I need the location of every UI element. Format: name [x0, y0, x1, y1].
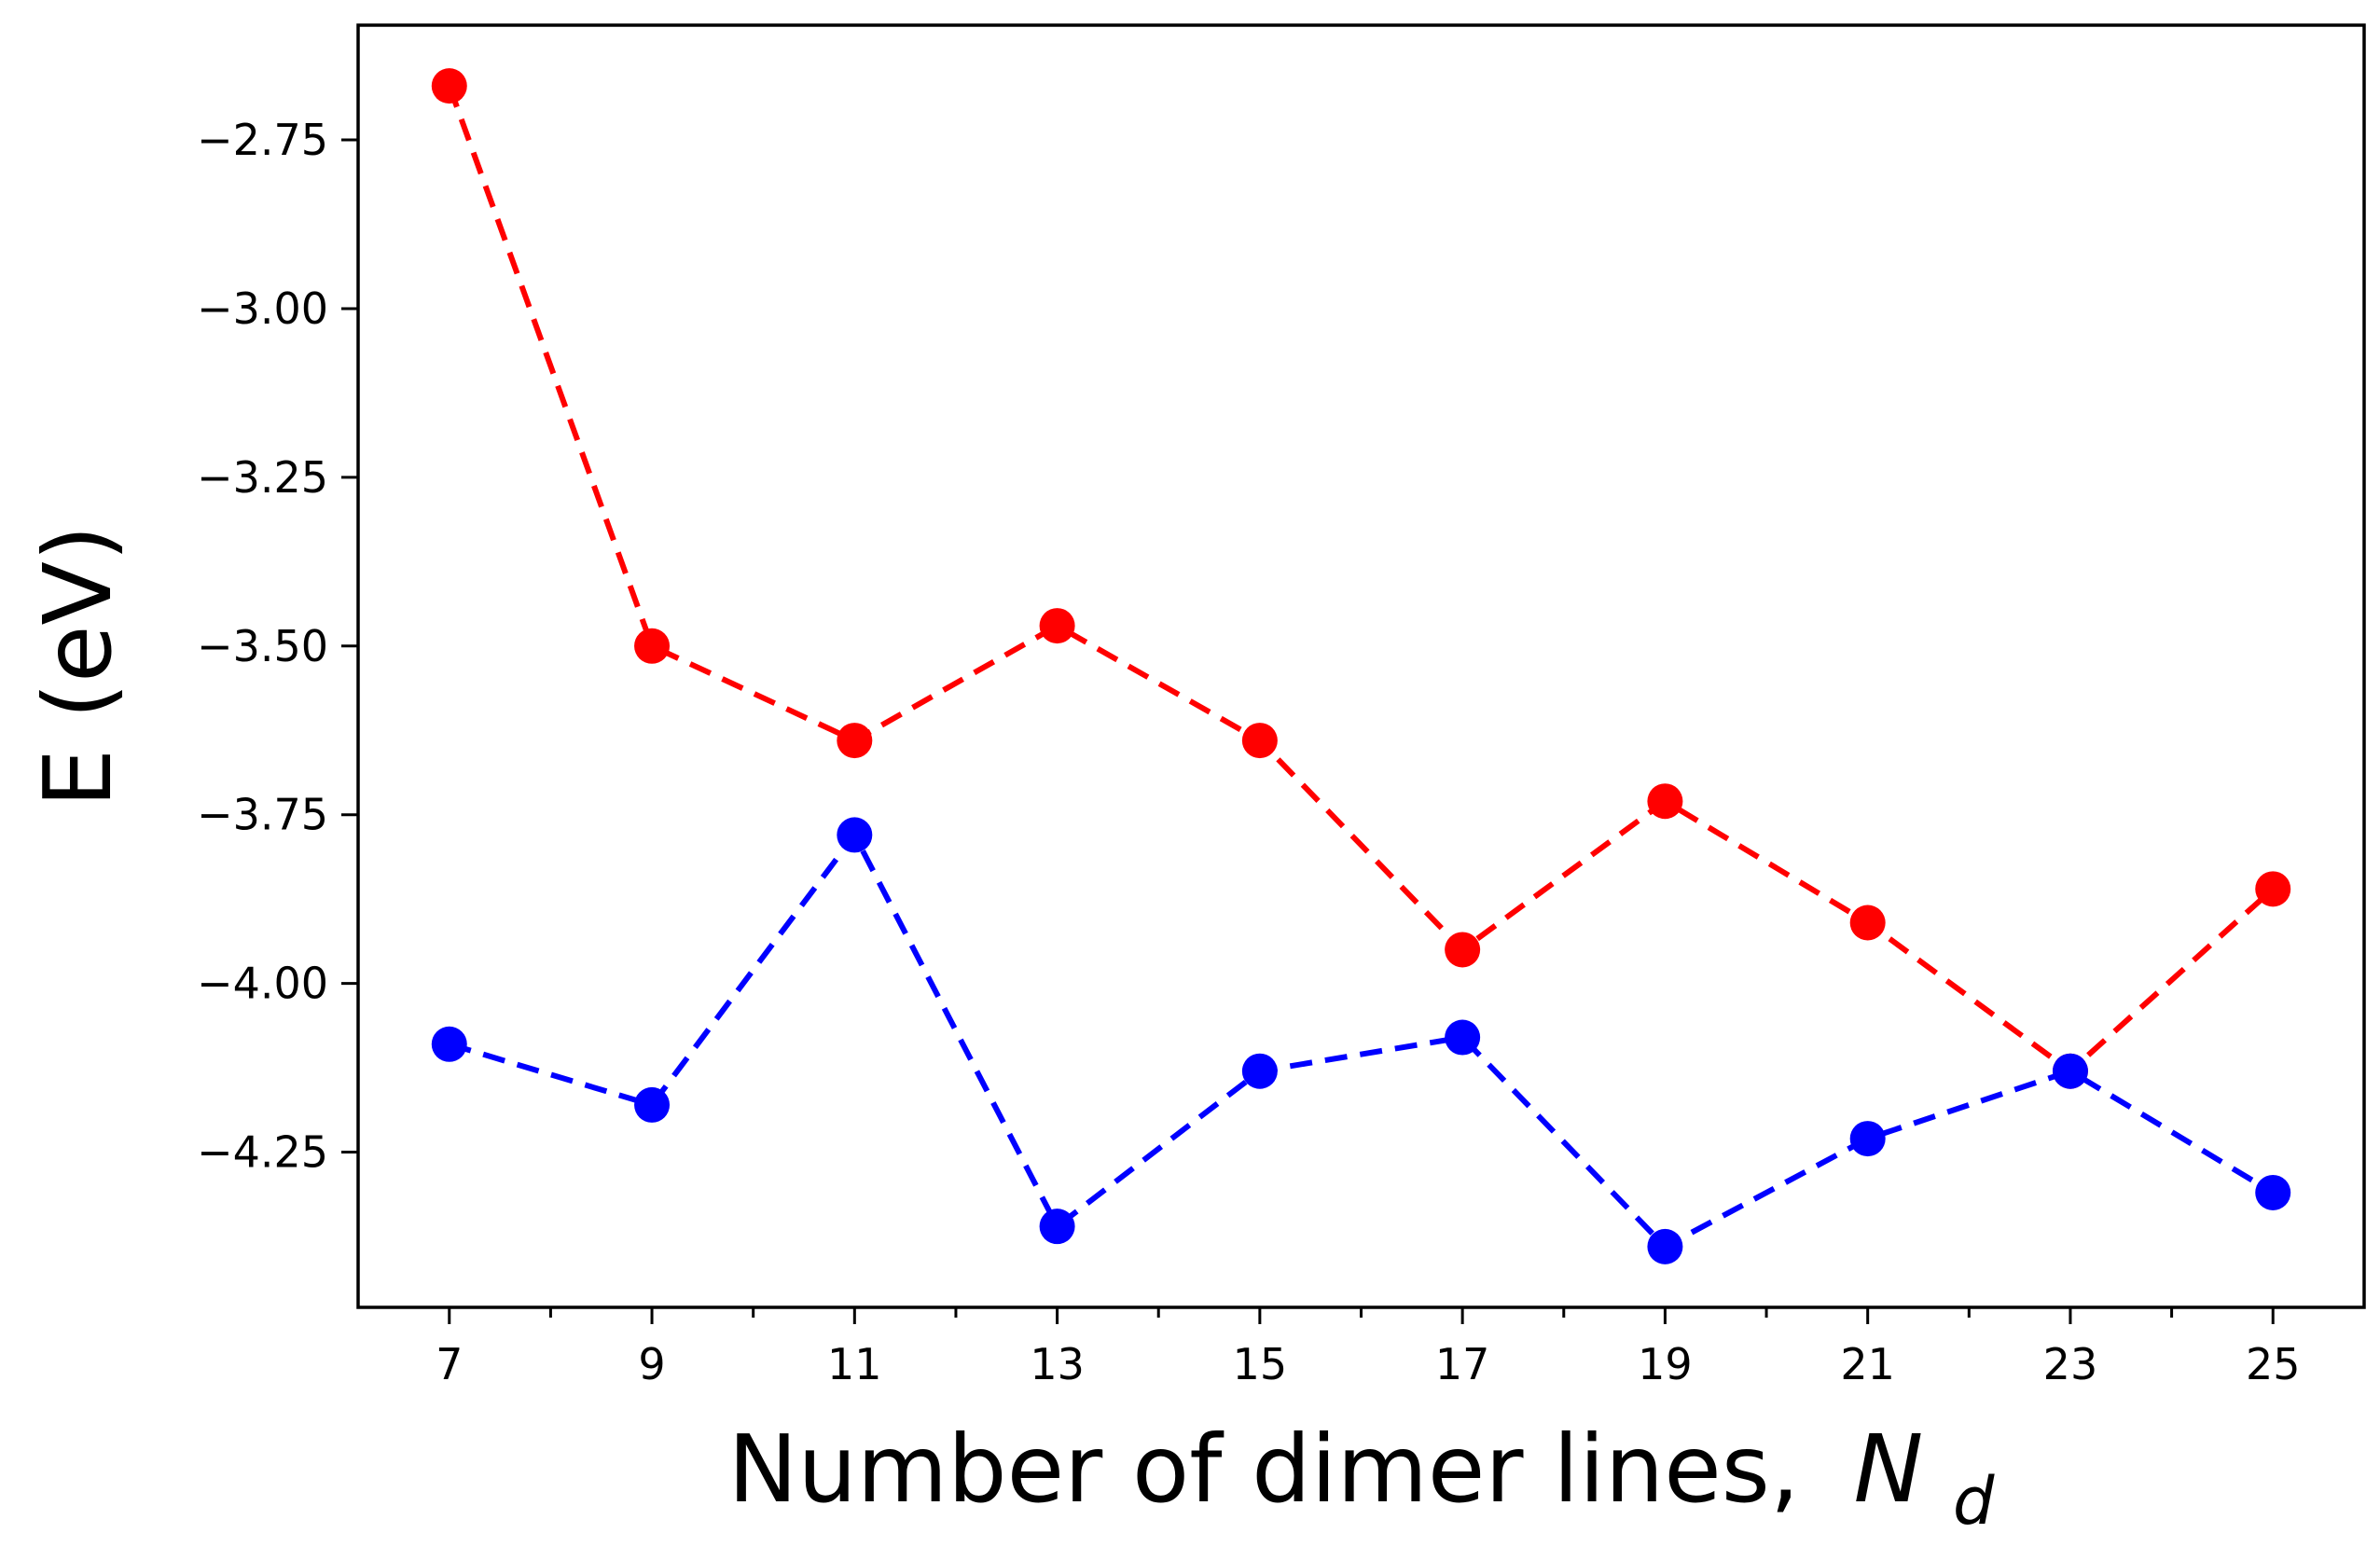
data-point: [634, 628, 671, 664]
data-point: [837, 817, 873, 853]
x-tick-label: 7: [436, 1339, 463, 1389]
data-point: [2255, 871, 2291, 907]
data-point: [1241, 723, 1278, 759]
x-tick-label: 9: [638, 1339, 665, 1389]
y-tick-label: −3.25: [197, 452, 328, 503]
series-layer: [431, 68, 2291, 1264]
data-point: [1445, 932, 1481, 968]
data-point: [1039, 1209, 1075, 1245]
data-point: [2255, 1174, 2291, 1210]
data-point: [1647, 783, 1683, 820]
data-point: [1241, 1053, 1278, 1089]
y-tick-label: −4.25: [197, 1127, 328, 1178]
x-axis-label-text: Number of dimer lines,: [728, 1415, 1800, 1524]
axis-labels: Number of dimer lines, N d E (eV): [23, 525, 1995, 1540]
data-point: [1849, 905, 1886, 941]
x-tick-label: 25: [2246, 1339, 2301, 1389]
series-group-1: [431, 817, 2291, 1264]
y-tick-label: −3.75: [197, 790, 328, 840]
x-tick-label: 23: [2043, 1339, 2098, 1389]
y-axis-label: E (eV): [23, 525, 132, 808]
data-point: [1647, 1228, 1683, 1264]
x-tick-label: 21: [1840, 1339, 1895, 1389]
x-axis-label-symbol: N: [1853, 1415, 1923, 1524]
series-line-1: [448, 829, 2275, 1250]
series-group-0: [431, 68, 2291, 1089]
x-axis-label: Number of dimer lines, N d: [728, 1415, 1996, 1540]
data-point: [2052, 1053, 2088, 1089]
data-point: [1445, 1019, 1481, 1056]
y-tick-label: −3.00: [197, 283, 328, 334]
x-axis-label-subscript: d: [1953, 1463, 1995, 1540]
x-axis-ticks: 7 9 11 13 15 17 19 21 23 25: [436, 1307, 2301, 1389]
series-line-0: [446, 85, 2276, 1075]
data-point: [634, 1086, 671, 1123]
x-tick-label: 11: [827, 1339, 882, 1389]
y-axis-ticks: −2.75 −3.00 −3.25 −3.50 −3.75 −4.00 −4.25: [197, 115, 358, 1178]
data-point: [1039, 608, 1075, 644]
x-tick-label: 19: [1638, 1339, 1693, 1389]
data-point: [1849, 1121, 1886, 1157]
x-tick-label: 17: [1435, 1339, 1490, 1389]
data-point: [431, 1026, 467, 1062]
y-tick-label: −4.00: [197, 959, 328, 1009]
data-point: [837, 723, 873, 759]
x-tick-label: 15: [1233, 1339, 1288, 1389]
y-tick-label: −3.50: [197, 621, 328, 671]
x-tick-label: 13: [1030, 1339, 1085, 1389]
data-point: [431, 68, 467, 104]
y-tick-label: −2.75: [197, 115, 328, 165]
